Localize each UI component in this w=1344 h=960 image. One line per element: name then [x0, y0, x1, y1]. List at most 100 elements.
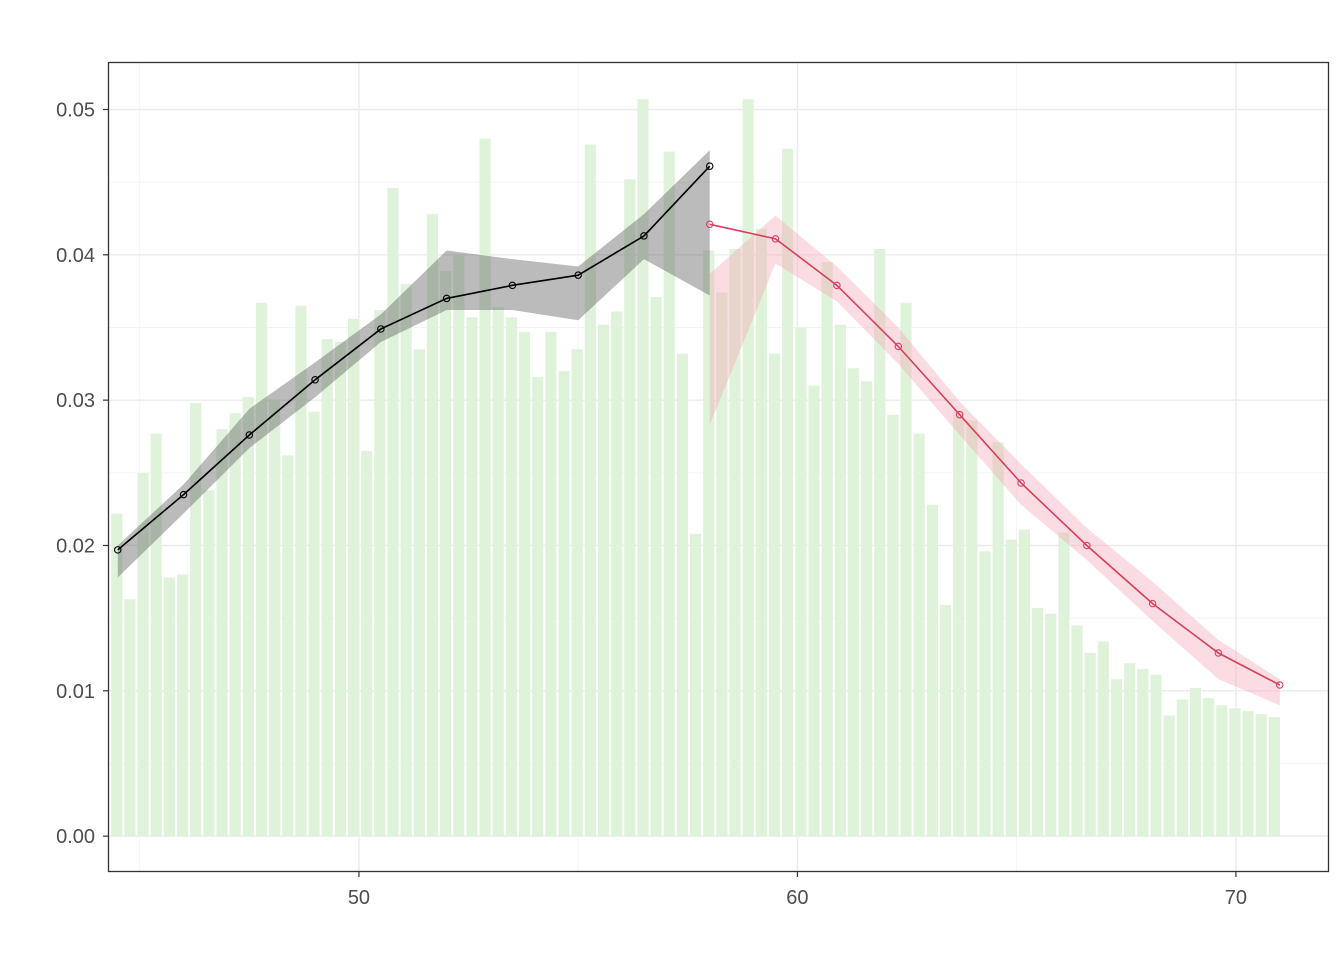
histogram-bar — [150, 433, 162, 837]
histogram-bar — [1242, 711, 1254, 837]
histogram-bar — [1163, 715, 1175, 837]
histogram-bar — [203, 490, 215, 837]
histogram-bar — [953, 411, 965, 837]
series-point — [114, 546, 122, 554]
histogram-bar — [755, 228, 767, 837]
histogram-bar — [874, 249, 886, 837]
series-point — [377, 325, 385, 333]
series-point — [771, 235, 780, 243]
histogram-bar — [1110, 679, 1123, 837]
histogram-bar — [518, 331, 531, 837]
histogram-bar — [1203, 698, 1215, 837]
histogram-bar — [440, 270, 452, 837]
histogram-bar — [834, 324, 846, 837]
series-point — [442, 294, 451, 303]
histogram-bar — [584, 144, 596, 837]
histogram-bar — [321, 339, 333, 837]
histogram-bar — [597, 324, 610, 837]
histogram-bar — [637, 99, 649, 837]
histogram-bar — [1071, 625, 1083, 837]
histogram-bar — [716, 292, 728, 837]
panel-border — [107, 61, 1330, 873]
histogram-bar — [413, 349, 425, 837]
histogram-bar — [663, 151, 675, 837]
histogram-bar — [1032, 607, 1044, 837]
confidence-band-series-2 — [709, 215, 1280, 706]
histogram-bar — [505, 317, 517, 837]
histogram-bar — [1229, 708, 1241, 837]
series-point — [955, 410, 964, 419]
histogram-bar — [913, 433, 925, 837]
histogram-bar — [703, 250, 715, 837]
histogram-bar — [1124, 663, 1136, 837]
histogram-bar — [400, 283, 412, 837]
histogram-bar — [190, 403, 202, 837]
histogram-bar — [689, 533, 702, 837]
y-tick-label: 0.03 — [56, 390, 95, 412]
histogram-bar — [282, 455, 294, 837]
histogram-bars — [111, 99, 1280, 837]
histogram-bar — [1268, 716, 1280, 837]
series-point — [705, 162, 714, 170]
histogram-bar — [611, 311, 623, 837]
histogram-bar — [242, 397, 254, 837]
series-point — [245, 431, 254, 439]
series-point — [179, 490, 188, 499]
series-point — [833, 281, 841, 290]
histogram-bar — [347, 318, 360, 837]
y-tick-label: 0.04 — [56, 245, 95, 267]
histogram-bar — [453, 254, 465, 837]
histogram-bar — [1216, 705, 1228, 837]
histogram-bar — [361, 451, 373, 837]
histogram-bar — [821, 262, 833, 837]
histogram-bar — [795, 327, 807, 837]
histogram-bar — [387, 187, 399, 837]
series-point — [1276, 681, 1284, 689]
y-tick-label: 0.02 — [56, 535, 95, 557]
histogram-bar — [176, 574, 189, 837]
series-point — [1214, 649, 1223, 657]
histogram-bar — [1084, 653, 1096, 837]
series-point — [311, 376, 319, 384]
y-tick-label: 0.01 — [56, 681, 95, 703]
histogram-bar — [545, 331, 557, 837]
histogram-bar — [624, 179, 636, 837]
histogram-bar — [479, 138, 491, 837]
histogram-bar — [137, 472, 149, 837]
histogram-bar — [1176, 699, 1188, 837]
series-point — [1017, 479, 1025, 487]
histogram-bar — [124, 599, 136, 837]
histogram-bar — [255, 302, 268, 837]
histogram-bar — [1058, 532, 1070, 837]
histogram-bar — [808, 385, 820, 837]
histogram-bar — [676, 353, 688, 837]
x-tick-label: 70 — [1225, 887, 1247, 909]
x-tick-label: 50 — [348, 887, 370, 909]
series-line-2 — [709, 223, 1281, 686]
histogram-bar — [269, 400, 281, 837]
histogram-bar — [308, 411, 320, 837]
y-tick-label: 0.00 — [56, 826, 95, 848]
histogram-bar — [571, 349, 583, 837]
histogram-bar — [334, 342, 346, 837]
series-point — [574, 271, 582, 279]
histogram-bar — [163, 577, 175, 837]
histogram-bar — [1018, 529, 1031, 837]
series-point — [1148, 599, 1157, 608]
histogram-bar — [466, 317, 478, 837]
histogram-bar — [492, 307, 504, 837]
histogram-bar — [926, 504, 938, 837]
histogram-bar — [1005, 539, 1017, 837]
histogram-bar — [992, 442, 1004, 837]
histogram-bar — [887, 414, 899, 837]
histogram-bar — [847, 368, 860, 837]
series-point — [894, 342, 903, 351]
series-point — [508, 281, 517, 290]
histogram-bar — [979, 551, 991, 837]
histogram-bar — [111, 513, 123, 837]
confidence-bands — [117, 150, 1280, 706]
x-axis: 50 60 70 — [348, 871, 1247, 909]
histogram-bar — [374, 310, 386, 837]
series-points — [114, 162, 1284, 689]
